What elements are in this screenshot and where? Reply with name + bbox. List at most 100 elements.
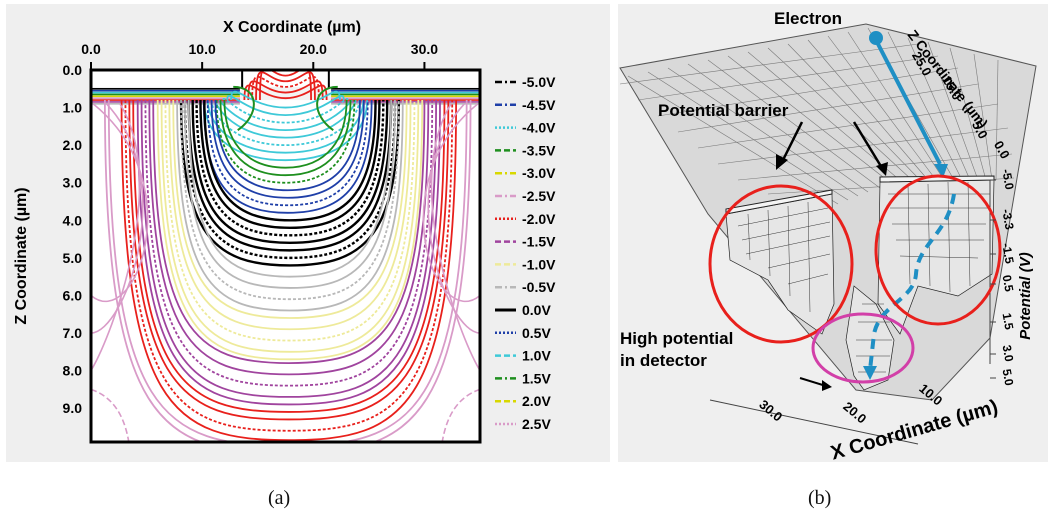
barrier-arrowhead-right bbox=[876, 162, 888, 176]
contour-lines bbox=[91, 70, 480, 442]
contour-line bbox=[206, 100, 365, 154]
annotation-electron: Electron bbox=[774, 9, 842, 28]
contour-line bbox=[128, 100, 450, 421]
contour-line bbox=[184, 100, 396, 289]
legend-label: 0.0V bbox=[522, 302, 551, 318]
contour-line bbox=[91, 388, 130, 442]
x-tick-label-a: 0.0 bbox=[81, 41, 101, 57]
barrier-top-left bbox=[725, 189, 833, 215]
contour-line bbox=[316, 85, 338, 131]
contour-line bbox=[91, 103, 149, 303]
contour-line bbox=[187, 100, 392, 278]
plot-frame-a bbox=[89, 68, 482, 444]
annotation-high-potential: High potential bbox=[620, 329, 733, 348]
legend-label: -2.0V bbox=[522, 211, 556, 227]
gate-notch bbox=[241, 70, 330, 89]
contour-line bbox=[103, 100, 472, 442]
contour-line bbox=[191, 100, 389, 245]
caption-a: (a) bbox=[268, 487, 291, 509]
y-tick-label-a: 8.0 bbox=[63, 363, 83, 379]
contour-line bbox=[156, 100, 424, 361]
legend-label: 2.5V bbox=[522, 416, 551, 432]
contour-line bbox=[247, 80, 324, 101]
annotation-in-detector: in detector bbox=[620, 351, 707, 370]
x-tick-label-a: 30.0 bbox=[411, 41, 438, 57]
potential-tick-label: -5.0 bbox=[999, 168, 1016, 191]
contour-line bbox=[223, 100, 348, 169]
contour-line bbox=[215, 100, 356, 184]
legend-label: 2.0V bbox=[522, 393, 551, 409]
y-tick-label-a: 3.0 bbox=[63, 175, 83, 191]
contour-line bbox=[251, 75, 320, 101]
contour-line bbox=[422, 103, 480, 303]
contour-line bbox=[210, 100, 365, 199]
contour-line bbox=[144, 100, 434, 387]
electron-path-arrow bbox=[876, 43, 942, 165]
barrier-circle-left bbox=[708, 184, 854, 344]
y-tick-label-a: 2.0 bbox=[63, 137, 83, 153]
contour-line bbox=[230, 90, 341, 109]
contour-line bbox=[172, 100, 408, 319]
contour-line bbox=[233, 85, 255, 131]
legend-label: -3.5V bbox=[522, 142, 556, 158]
detector-arrowhead bbox=[822, 380, 832, 391]
barrier-arrowhead-left bbox=[776, 154, 788, 170]
barrier-circle-right bbox=[874, 174, 1002, 326]
contour-line bbox=[120, 100, 458, 442]
x-axis-b bbox=[709, 399, 919, 445]
caption-b: (b) bbox=[808, 487, 832, 509]
wall-mesh bbox=[737, 181, 990, 373]
x-tick-label-a: 20.0 bbox=[300, 41, 327, 57]
contour-line bbox=[107, 100, 468, 442]
contour-line bbox=[176, 100, 404, 312]
legend-label: -4.0V bbox=[522, 120, 556, 136]
potential-tick-label: -3.3 bbox=[999, 208, 1016, 231]
x-tick-label-a: 10.0 bbox=[189, 41, 216, 57]
contour-line bbox=[219, 100, 352, 177]
legend-label: -3.0V bbox=[522, 165, 556, 181]
contour-line bbox=[202, 100, 369, 162]
legend-label: -1.5V bbox=[522, 234, 556, 250]
annotation-potential-barrier: Potential barrier bbox=[658, 101, 789, 120]
potential-tick-label: 5.0 bbox=[1000, 368, 1017, 387]
y-tick-label-a: 0.0 bbox=[63, 62, 83, 78]
contour-line bbox=[243, 84, 328, 101]
contour-line bbox=[441, 388, 480, 442]
legend-label: 1.0V bbox=[522, 348, 551, 364]
contour-line bbox=[199, 100, 381, 230]
y-tick-label-a: 9.0 bbox=[63, 400, 83, 416]
legend-label: 1.5V bbox=[522, 370, 551, 386]
contour-chart-a: X Coordinate (µm) Z Coordinate (µm) 0.0 1… bbox=[6, 4, 610, 462]
legend-label: -5.0V bbox=[522, 74, 556, 90]
detector-circle bbox=[811, 312, 915, 384]
electron-end-arrowhead bbox=[863, 366, 877, 380]
y-tick-label-a: 1.0 bbox=[63, 100, 83, 116]
contour-line bbox=[164, 100, 416, 342]
electron-dot bbox=[869, 31, 883, 45]
contour-line bbox=[180, 100, 400, 301]
legend-a: -5.0V -4.5V -4.0V -3.5V -3.0V -2.5V -2.0V -1.5V… bbox=[495, 74, 556, 432]
plot-area-a bbox=[91, 70, 480, 442]
y-tick-label-a: 7.0 bbox=[63, 325, 83, 341]
surface-chart-b: Electron Potential barrier High potentia… bbox=[618, 4, 1048, 462]
y-tick-label-a: 5.0 bbox=[63, 250, 83, 266]
legend-label: -0.5V bbox=[522, 279, 556, 295]
contour-line bbox=[168, 100, 412, 331]
potential-axis-title: Potential (V) bbox=[1017, 252, 1034, 340]
y-axis-title-a: Z Coordinate (µm) bbox=[13, 187, 30, 324]
barrier-top-right bbox=[879, 175, 995, 183]
y-tick-label-a: 6.0 bbox=[63, 287, 83, 303]
contour-line bbox=[132, 100, 446, 413]
detector-arrow bbox=[799, 377, 827, 387]
contour-line bbox=[222, 97, 349, 124]
contour-line bbox=[148, 100, 430, 376]
barrier-arrow-left bbox=[780, 121, 804, 163]
contour-line bbox=[140, 100, 437, 398]
legend-label: -1.0V bbox=[522, 256, 556, 272]
electron-arrowhead bbox=[934, 164, 948, 178]
potential-tick-label: 0.5 bbox=[1000, 274, 1017, 293]
barrier-arrow-right bbox=[852, 121, 884, 169]
y-tick-labels-a: 0.0 1.0 2.0 3.0 4.0 5.0 6.0 7.0 8.0 9.0 bbox=[63, 62, 83, 416]
contour-line bbox=[187, 100, 393, 252]
surface-mesh bbox=[619, 27, 1015, 205]
